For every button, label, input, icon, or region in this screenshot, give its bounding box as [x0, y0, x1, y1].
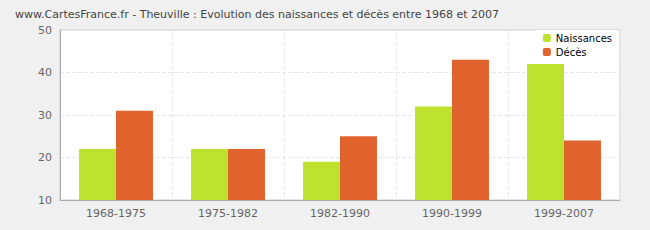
svg-text:1982-1990: 1982-1990	[310, 207, 370, 220]
svg-text:www.CartesFrance.fr - Theuvill: www.CartesFrance.fr - Theuville : Evolut…	[15, 8, 499, 21]
svg-text:1968-1975: 1968-1975	[86, 207, 146, 220]
svg-text:Décès: Décès	[556, 47, 587, 58]
svg-text:40: 40	[38, 66, 52, 79]
svg-text:50: 50	[38, 24, 52, 37]
svg-text:10: 10	[38, 194, 52, 207]
svg-text:30: 30	[38, 109, 52, 122]
svg-text:1990-1999: 1990-1999	[422, 207, 482, 220]
svg-text:1999-2007: 1999-2007	[534, 207, 594, 220]
svg-text:20: 20	[38, 151, 52, 164]
svg-text:1975-1982: 1975-1982	[198, 207, 258, 220]
svg-text:Naissances: Naissances	[556, 33, 612, 44]
